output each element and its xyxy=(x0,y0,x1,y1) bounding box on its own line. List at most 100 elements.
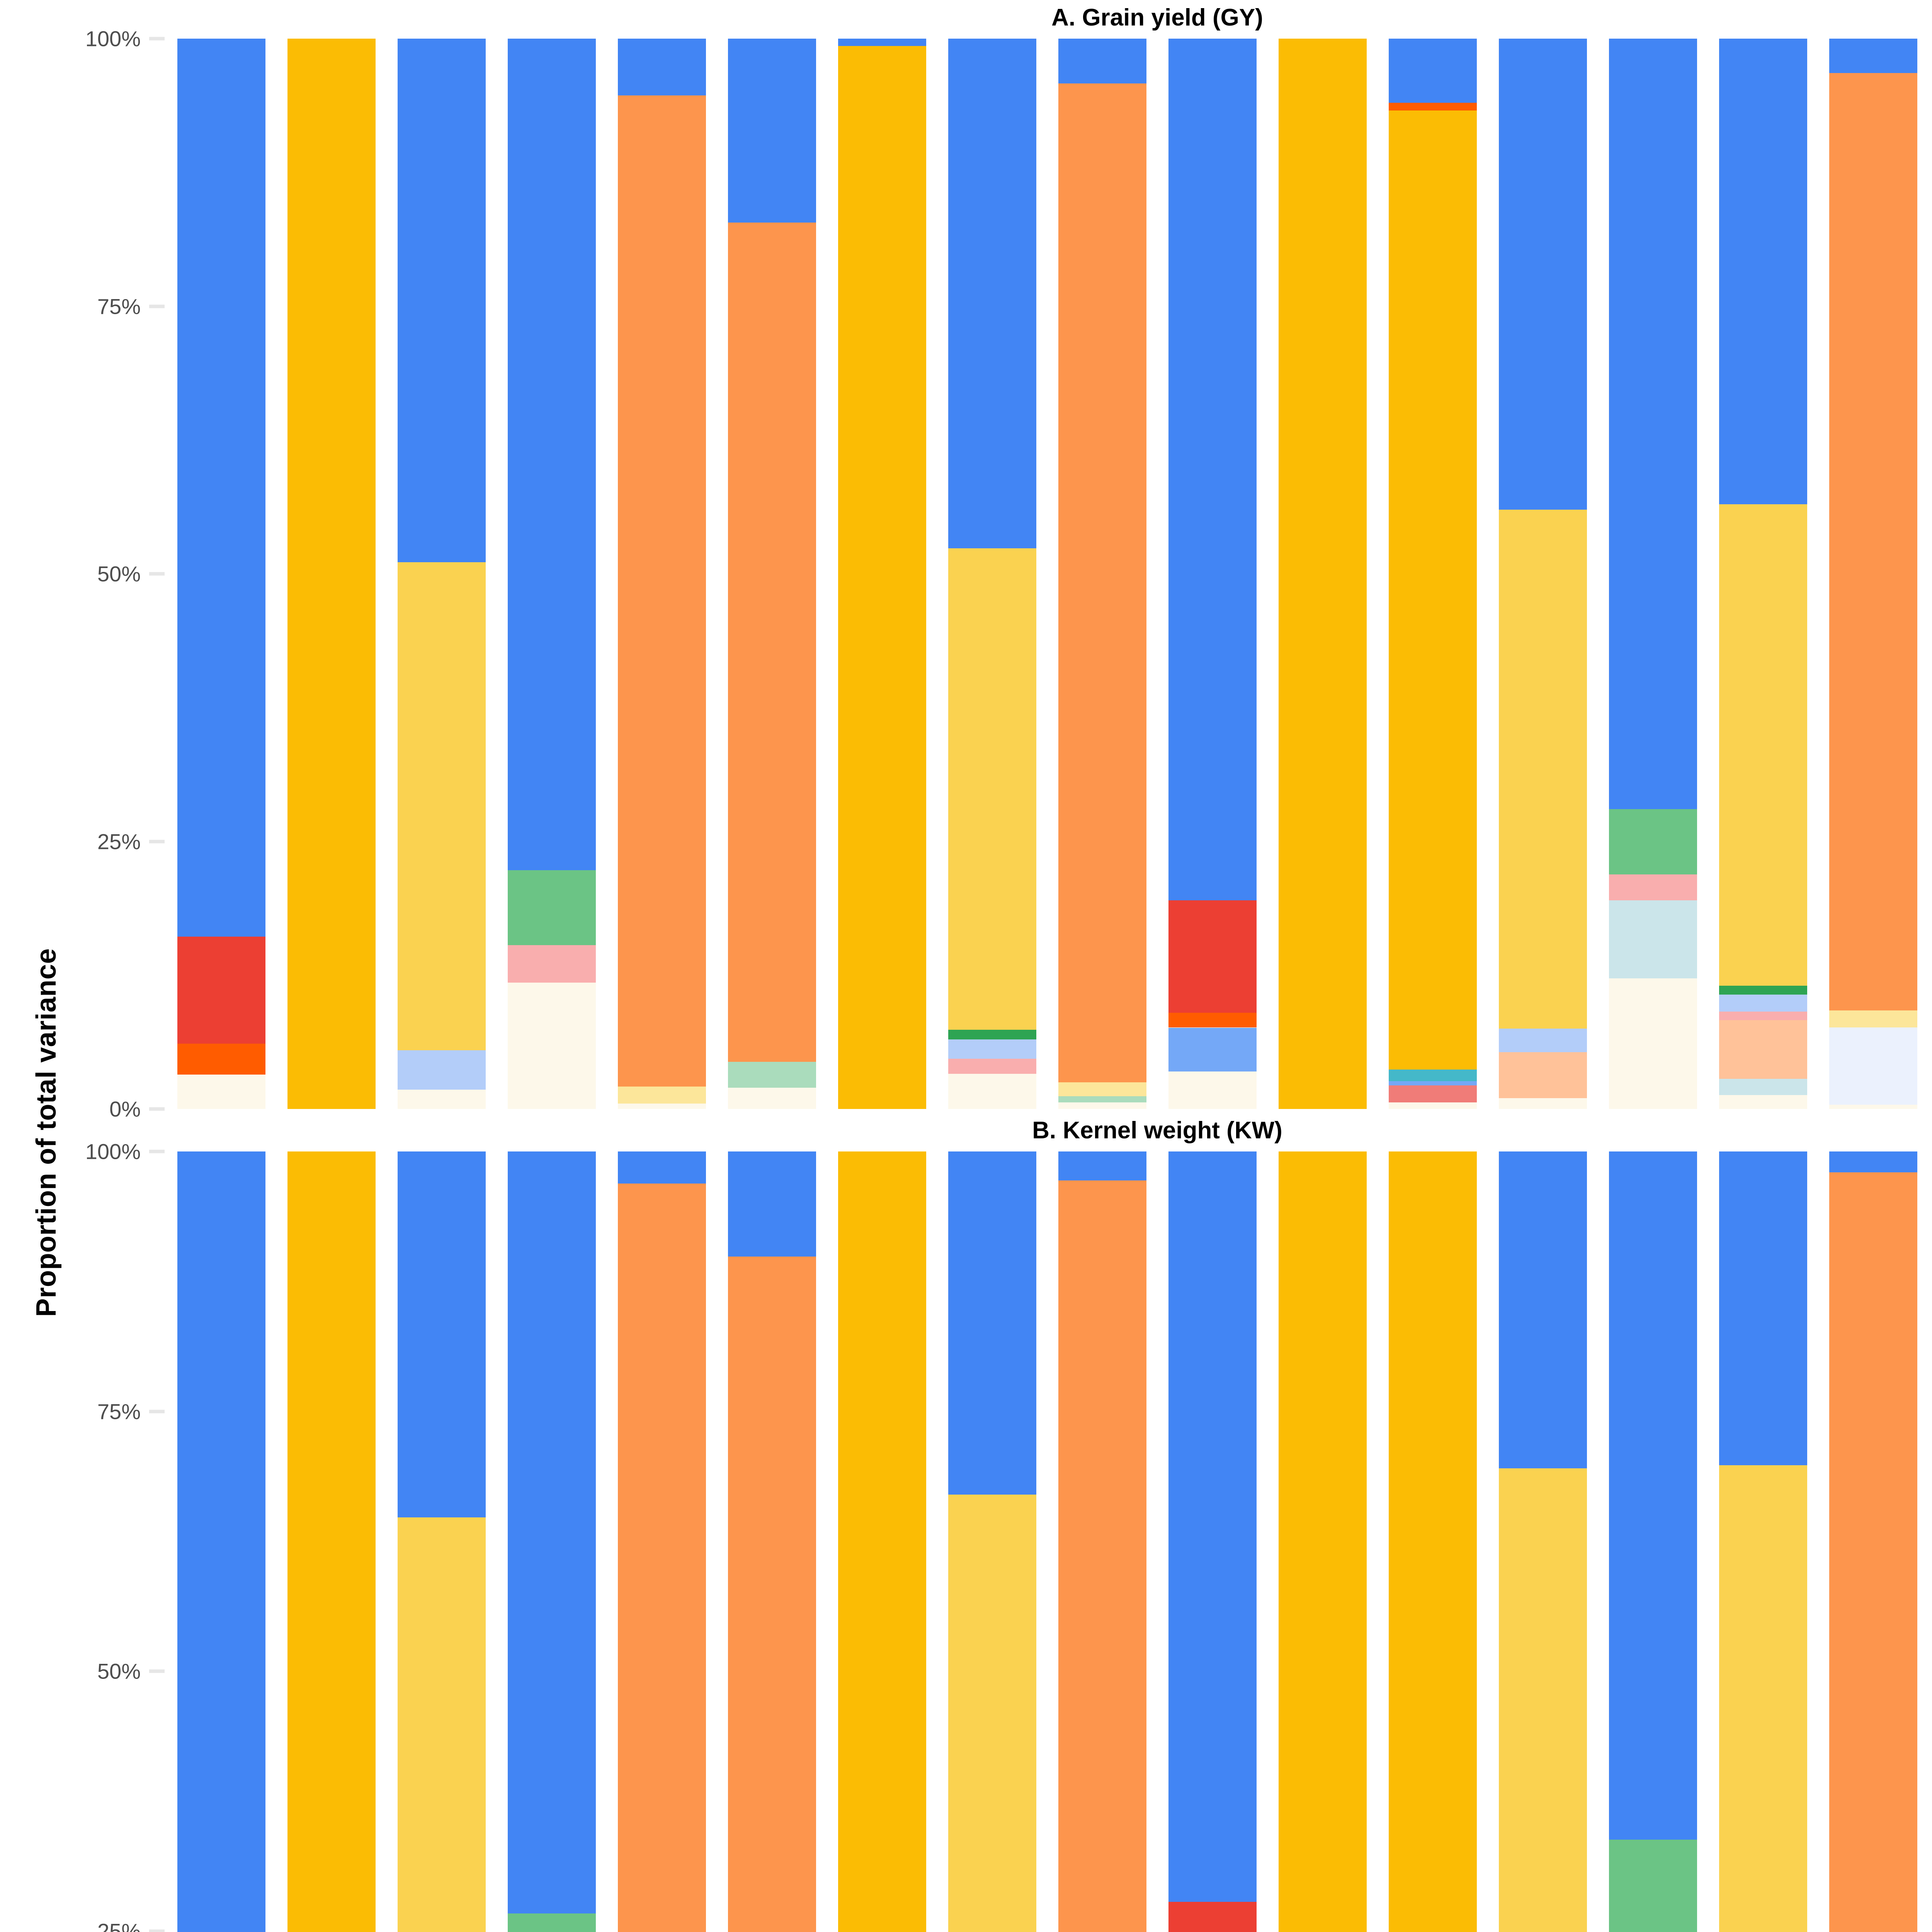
bar-segment-ggk[interactable] xyxy=(1498,1468,1587,1932)
bar-segment-gxw[interactable] xyxy=(1168,1027,1257,1072)
bar-segment-pgkxw[interactable] xyxy=(1719,1079,1807,1095)
stacked-bar-m14[interactable] xyxy=(1609,1151,1697,1932)
bar-segment-w[interactable] xyxy=(948,1030,1036,1039)
bar-segment-e[interactable] xyxy=(177,1151,265,1932)
bar-segment-pgk[interactable] xyxy=(1609,1839,1697,1932)
bar-segment-res[interactable] xyxy=(1829,1104,1917,1109)
stacked-bar-m11[interactable] xyxy=(1278,39,1367,1109)
bar-segment-e[interactable] xyxy=(1168,1151,1257,1902)
bar-segment-p[interactable] xyxy=(1278,39,1367,1109)
bar-segment-gak[interactable] xyxy=(1058,83,1146,1082)
bar-segment-e[interactable] xyxy=(948,39,1036,548)
bar-segment-e[interactable] xyxy=(1498,1151,1587,1469)
bar-segment-e[interactable] xyxy=(507,39,596,871)
stacked-bar-m13[interactable] xyxy=(1498,1151,1587,1932)
stacked-bar-m12[interactable] xyxy=(1388,1151,1477,1932)
bar-segment-pgkxw[interactable] xyxy=(1609,900,1697,979)
bar-segment-pgkxe[interactable] xyxy=(1609,874,1697,900)
bar-segment-gxe[interactable] xyxy=(1388,103,1477,111)
stacked-bar-m14[interactable] xyxy=(1609,39,1697,1109)
bar-segment-gak[interactable] xyxy=(617,95,706,1087)
stacked-bar-m03[interactable] xyxy=(397,39,486,1109)
bar-segment-pgkxe[interactable] xyxy=(948,1058,1036,1074)
bar-segment-e[interactable] xyxy=(1498,39,1587,510)
bar-segment-pakxe[interactable] xyxy=(728,1062,816,1088)
stacked-bar-m08[interactable] xyxy=(948,1151,1036,1932)
bar-segment-pak[interactable] xyxy=(728,223,816,1062)
bar-segment-ggkxe[interactable] xyxy=(948,1039,1036,1059)
bar-segment-e[interactable] xyxy=(1388,39,1477,103)
bar-segment-gxe[interactable] xyxy=(1168,1012,1257,1028)
bar-segment-ggkxe[interactable] xyxy=(397,1050,486,1090)
stacked-bar-m03[interactable] xyxy=(397,1151,486,1932)
stacked-bar-m05[interactable] xyxy=(617,1151,706,1932)
stacked-bar-m01[interactable] xyxy=(177,39,265,1109)
stacked-bar-m04[interactable] xyxy=(507,39,596,1109)
stacked-bar-m15[interactable] xyxy=(1719,39,1807,1109)
stacked-bar-m13[interactable] xyxy=(1498,39,1587,1109)
bar-segment-gxw[interactable] xyxy=(1388,1081,1477,1086)
bar-segment-g[interactable] xyxy=(1168,900,1257,1013)
bar-segment-e[interactable] xyxy=(1168,39,1257,900)
stacked-bar-m04[interactable] xyxy=(507,1151,596,1932)
bar-segment-e[interactable] xyxy=(1829,1151,1917,1172)
stacked-bar-m10[interactable] xyxy=(1168,1151,1257,1932)
bar-segment-pgk[interactable] xyxy=(507,870,596,946)
bar-segment-gakxe[interactable] xyxy=(617,1086,706,1104)
bar-segment-gxe[interactable] xyxy=(177,1044,265,1075)
bar-segment-e[interactable] xyxy=(1058,1151,1146,1181)
bar-segment-e[interactable] xyxy=(1719,39,1807,504)
bar-segment-ggkxw[interactable] xyxy=(1498,1052,1587,1099)
bar-segment-g[interactable] xyxy=(1168,1902,1257,1932)
bar-segment-e[interactable] xyxy=(1609,39,1697,810)
bar-segment-gak[interactable] xyxy=(1058,1180,1146,1932)
bar-segment-ggk[interactable] xyxy=(1498,509,1587,1029)
stacked-bar-m08[interactable] xyxy=(948,39,1036,1109)
stacked-bar-m16[interactable] xyxy=(1829,39,1917,1109)
stacked-bar-m06[interactable] xyxy=(728,39,816,1109)
bar-segment-p[interactable] xyxy=(838,1151,926,1932)
bar-segment-p[interactable] xyxy=(1388,110,1477,1070)
bar-segment-e[interactable] xyxy=(838,39,926,46)
stacked-bar-m02[interactable] xyxy=(287,1151,376,1932)
bar-segment-gak[interactable] xyxy=(1829,73,1917,1011)
bar-segment-e[interactable] xyxy=(617,1151,706,1184)
bar-segment-p[interactable] xyxy=(287,39,376,1109)
bar-segment-ggk[interactable] xyxy=(948,1494,1036,1932)
bar-segment-res[interactable] xyxy=(1609,978,1697,1109)
bar-segment-e[interactable] xyxy=(507,1151,596,1913)
bar-segment-res[interactable] xyxy=(728,1087,816,1109)
bar-segment-res[interactable] xyxy=(1388,1102,1477,1109)
bar-segment-pgk[interactable] xyxy=(1609,809,1697,875)
bar-segment-p[interactable] xyxy=(287,1151,376,1932)
bar-segment-res[interactable] xyxy=(948,1073,1036,1109)
stacked-bar-m02[interactable] xyxy=(287,39,376,1109)
bar-segment-e[interactable] xyxy=(397,1151,486,1517)
bar-segment-p[interactable] xyxy=(838,46,926,1109)
bar-segment-ggkxw[interactable] xyxy=(1719,1020,1807,1079)
bar-segment-e[interactable] xyxy=(728,39,816,223)
bar-segment-ggk[interactable] xyxy=(1719,504,1807,986)
bar-segment-e[interactable] xyxy=(617,39,706,95)
stacked-bar-m12[interactable] xyxy=(1388,39,1477,1109)
stacked-bar-m09[interactable] xyxy=(1058,39,1146,1109)
bar-segment-e[interactable] xyxy=(1609,1151,1697,1840)
bar-segment-gakxe[interactable] xyxy=(1058,1082,1146,1096)
stacked-bar-m07[interactable] xyxy=(838,39,926,1109)
bar-segment-ggk[interactable] xyxy=(397,1517,486,1932)
bar-segment-ggk[interactable] xyxy=(948,548,1036,1030)
bar-segment-res[interactable] xyxy=(507,983,596,1109)
stacked-bar-m07[interactable] xyxy=(838,1151,926,1932)
bar-segment-ggkxe[interactable] xyxy=(1498,1029,1587,1053)
stacked-bar-m11[interactable] xyxy=(1278,1151,1367,1932)
bar-segment-pgkxe[interactable] xyxy=(507,945,596,983)
bar-segment-res[interactable] xyxy=(1719,1095,1807,1109)
bar-segment-pak[interactable] xyxy=(728,1256,816,1932)
stacked-bar-m16[interactable] xyxy=(1829,1151,1917,1932)
bar-segment-gak[interactable] xyxy=(1829,1172,1917,1932)
bar-segment-p[interactable] xyxy=(1278,1151,1367,1932)
stacked-bar-m15[interactable] xyxy=(1719,1151,1807,1932)
bar-segment-e[interactable] xyxy=(1719,1151,1807,1466)
stacked-bar-m06[interactable] xyxy=(728,1151,816,1932)
bar-segment-p[interactable] xyxy=(1388,1151,1477,1932)
